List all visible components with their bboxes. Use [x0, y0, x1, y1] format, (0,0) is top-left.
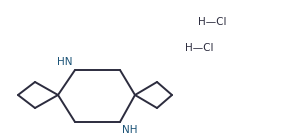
Text: H—Cl: H—Cl: [185, 43, 213, 53]
Text: NH: NH: [122, 125, 138, 135]
Text: HN: HN: [57, 57, 73, 67]
Text: H—Cl: H—Cl: [198, 17, 226, 27]
